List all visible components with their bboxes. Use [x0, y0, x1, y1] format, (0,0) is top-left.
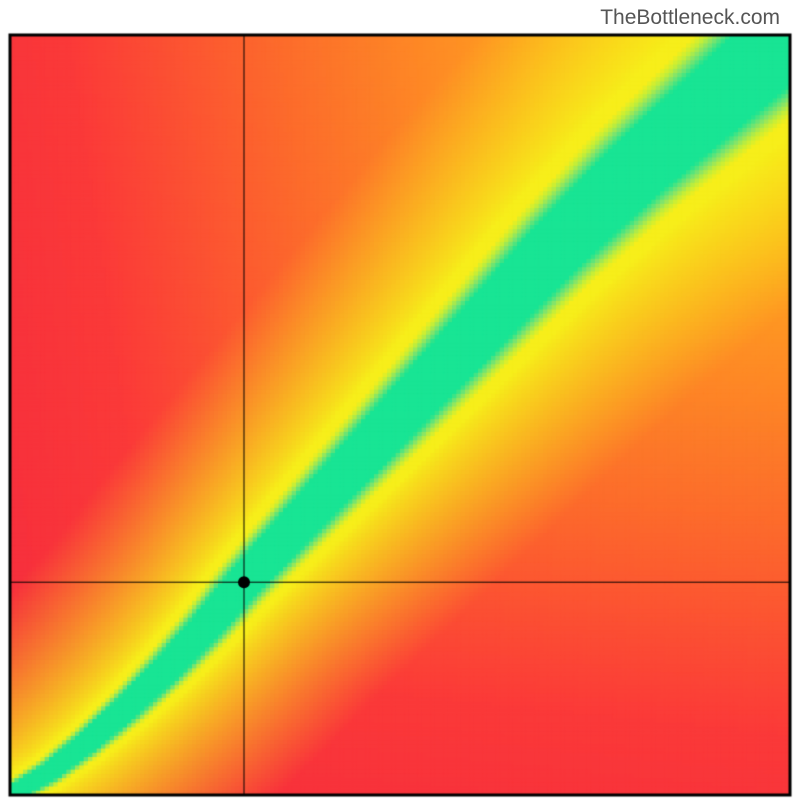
heatmap-canvas — [0, 0, 800, 800]
figure-root: TheBottleneck.com — [0, 0, 800, 800]
watermark-text: TheBottleneck.com — [600, 6, 780, 30]
